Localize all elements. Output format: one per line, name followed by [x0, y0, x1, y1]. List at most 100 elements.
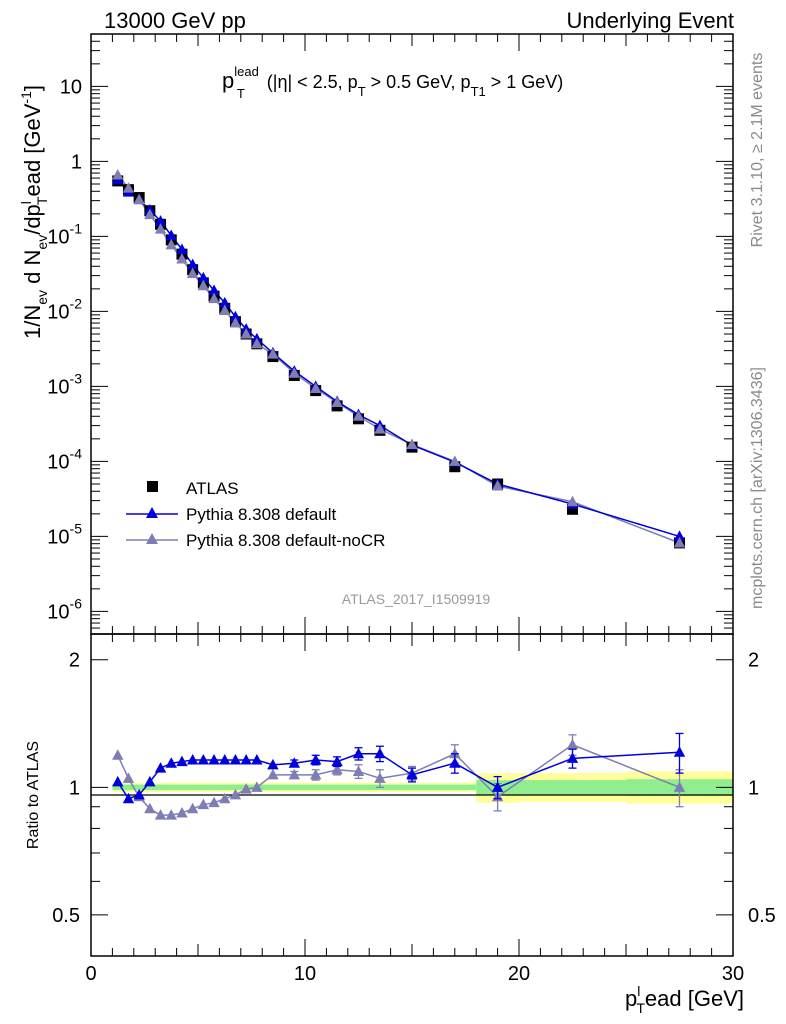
- nocr-point: [122, 182, 135, 193]
- atlas-point: [567, 503, 578, 515]
- main-y-axis-label: 1/Nev d Nev/dplTead [GeV-1]: [18, 85, 50, 339]
- atlas-point: [449, 461, 461, 473]
- ratio-nocr-point: [240, 783, 252, 794]
- nocr-point: [176, 253, 188, 264]
- nocr-point: [186, 267, 199, 279]
- ratio-nocr-point: [267, 768, 279, 780]
- main-y-tick-label: 10-5: [47, 520, 82, 548]
- default-point: [154, 215, 167, 226]
- default-point: [176, 243, 188, 254]
- legend-default-marker: [146, 507, 158, 518]
- nocr-point: [219, 304, 231, 315]
- ratio-default-point: [352, 747, 365, 759]
- ratio-default-point: [251, 754, 263, 765]
- nocr-point: [208, 292, 220, 304]
- default-point: [229, 310, 242, 322]
- nocr-point: [352, 410, 365, 421]
- ratio-nocr-point: [112, 749, 124, 760]
- default-point: [673, 530, 686, 541]
- x-tick-label: 10: [294, 963, 316, 985]
- nocr-point: [144, 208, 156, 220]
- ratio-y-tick-label-right: 2: [748, 650, 759, 672]
- main-marks: [112, 168, 686, 549]
- ratio-y-tick-label-right: 0.5: [748, 905, 776, 927]
- ratio-default-point: [240, 754, 252, 765]
- default-point: [197, 271, 210, 283]
- nocr-point: [165, 238, 177, 250]
- nocr-point: [310, 382, 322, 393]
- ratio-default-point: [673, 746, 686, 757]
- default-point: [208, 284, 220, 296]
- ratio-nocr-point: [208, 796, 220, 808]
- nocr-point: [449, 455, 461, 466]
- ratio-nocr-point: [251, 781, 263, 792]
- ratio-nocr-point: [449, 747, 461, 759]
- default-point: [165, 229, 177, 240]
- ratio-y-tick-label-right: 1: [748, 777, 759, 799]
- ratio-default-point: [176, 755, 188, 767]
- ratio-default-point: [197, 754, 210, 765]
- mcplots-label: mcplots.cern.ch [arXiv:1306.3436]: [749, 367, 766, 609]
- nocr-point: [288, 367, 300, 378]
- ratio-default-point: [144, 775, 156, 787]
- ratio-default-point: [491, 781, 504, 792]
- ratio-default-point: [133, 788, 145, 800]
- nocr-point: [331, 396, 343, 408]
- ratio-default-point: [374, 747, 386, 759]
- ratio-default-point: [310, 754, 322, 765]
- ratio-default-point: [267, 758, 279, 770]
- ratio-nocr-point: [229, 788, 242, 800]
- main-ticks: [90, 33, 734, 635]
- nocr-point: [251, 337, 263, 349]
- ratio-tick-labels: 0.5 0.51 12 20 10 20 30: [52, 650, 776, 985]
- main-y-tick-label: 10-2: [47, 295, 82, 323]
- ratio-marks: [112, 732, 686, 820]
- ratio-nocr-point: [122, 772, 135, 783]
- ratio-default-point: [229, 754, 242, 765]
- main-y-tick-label: 10-4: [47, 445, 82, 473]
- ratio-nocr-point: [219, 792, 231, 804]
- nocr-point: [673, 536, 686, 548]
- ratio-default-point: [165, 757, 177, 768]
- legend-nocr-label: Pythia 8.308 default-noCR: [186, 531, 385, 550]
- legend-nocr-marker: [146, 533, 158, 544]
- ratio-default-point: [154, 762, 167, 773]
- main-panel: 10-6 10-5 10-4 10-3 10-2 10-1 1 10 plead T(|η| <…: [18, 33, 734, 635]
- nocr-point: [566, 495, 579, 507]
- ratio-y-tick-label: 0.5: [52, 905, 80, 927]
- ratio-band-inner: [112, 784, 477, 791]
- main-y-tick-label: 10-6: [47, 595, 82, 623]
- nocr-point: [406, 438, 418, 450]
- ratio-panel: 0.5 0.51 12 20 10 20 30 Ratio to ATLAS pl Tead …: [25, 633, 776, 1016]
- nocr-point: [133, 193, 145, 205]
- ratio-y-tick-label: 2: [69, 650, 80, 672]
- ratio-nocr-point: [310, 768, 322, 780]
- main-y-tick-label: 10-3: [47, 370, 82, 398]
- nocr-point: [491, 480, 504, 491]
- ratio-y-axis-label: Ratio to ATLAS: [25, 741, 42, 849]
- ratio-default-point: [112, 775, 124, 787]
- main-y-tick-label: 10-1: [47, 220, 82, 248]
- ratio-default-point: [331, 755, 343, 767]
- default-point: [186, 258, 199, 270]
- header-right: Underlying Event: [566, 8, 734, 33]
- nocr-point: [197, 279, 210, 291]
- ratio-default-point: [186, 754, 199, 765]
- analysis-watermark: ATLAS_2017_I1509919: [342, 591, 491, 607]
- ratio-default-point: [566, 752, 579, 763]
- ratio-nocr-point: [374, 772, 386, 783]
- ratio-bands: [112, 771, 733, 804]
- rivet-label: Rivet 3.1.10, ≥ 2.1M events: [749, 53, 766, 248]
- default-point: [219, 296, 231, 308]
- nocr-point: [154, 223, 167, 234]
- main-y-tick-labels: 10-6 10-5 10-4 10-3 10-2 10-1 1 10: [47, 76, 82, 623]
- ratio-nocr-point: [331, 763, 343, 775]
- ratio-y-tick-label: 1: [69, 777, 80, 799]
- ratio-nocr-point: [154, 809, 167, 820]
- ratio-default-point: [406, 768, 418, 780]
- ratio-default-point: [449, 757, 461, 768]
- legend-default-label: Pythia 8.308 default: [186, 505, 337, 524]
- ratio-nocr-point: [288, 768, 300, 780]
- ratio-band-inner: [519, 780, 626, 795]
- ratio-nocr-point: [673, 781, 686, 792]
